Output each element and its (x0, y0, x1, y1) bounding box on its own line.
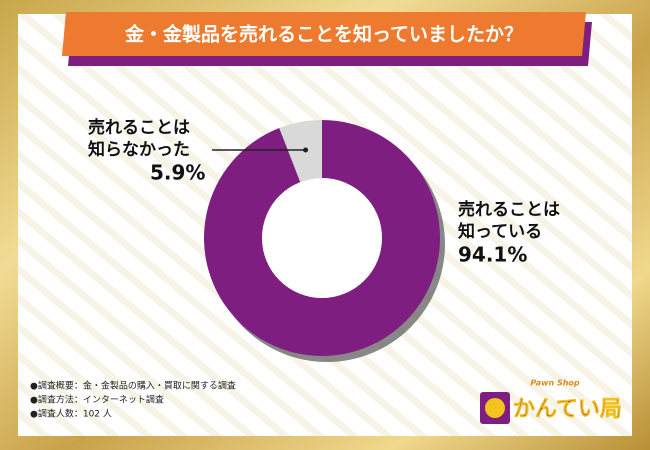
value-label: 5.9% (150, 161, 205, 185)
logo-icon-mark (485, 398, 505, 418)
note: ●調査方法：インターネット調査 (30, 394, 164, 406)
slice-label: 売れることは知っている (457, 199, 560, 242)
leader-dot (303, 147, 309, 153)
donut-slice (279, 120, 322, 183)
logo-name: かんてい局 (513, 397, 622, 422)
donut-slice (203, 120, 440, 356)
notes: ●調査概要：金・金製品の購入・買取に関する調査 ●調査方法：インターネット調査 ●調… (30, 380, 236, 420)
slice-label: 売れることは知らなかった (87, 117, 190, 160)
chart-title: 金・金製品を売れることを知っていましたか？ (124, 23, 523, 46)
title-banner (62, 12, 586, 56)
logo: Pawn Shop かんてい局 (480, 379, 622, 424)
note: ●調査人数：102 人 (30, 408, 112, 420)
note: ●調査概要：金・金製品の購入・買取に関する調査 (30, 380, 236, 392)
logo-tagline: Pawn Shop (530, 379, 580, 388)
value-label: 94.1% (458, 243, 527, 267)
donut-hole (262, 178, 382, 298)
